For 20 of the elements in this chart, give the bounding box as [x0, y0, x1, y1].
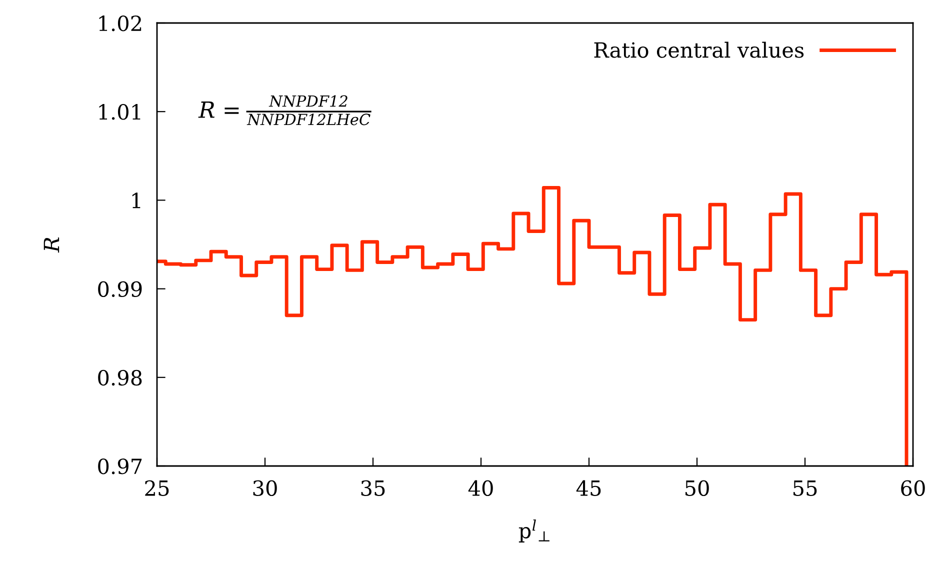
y-tick-label: 0.99 — [98, 281, 142, 298]
x-tick-label: 55 — [794, 480, 817, 496]
x-tick-label: 45 — [576, 480, 601, 496]
x-tick-label: 50 — [686, 480, 709, 496]
annotation: R = — [198, 102, 239, 118]
x-axis-title: p$^{l}$$_{⊥}$ — [518, 519, 550, 542]
y-tick-label: 0.97 — [98, 458, 142, 474]
annotation: NNPDF12LHeC — [246, 114, 370, 126]
annotation: NNPDF12 — [268, 95, 348, 107]
y-tick-label: 1 — [132, 192, 140, 208]
legend-label: Ratio central values — [594, 42, 804, 58]
x-tick-label: 30 — [253, 480, 277, 496]
x-tick-label: 60 — [901, 480, 925, 496]
y-tick-label: 0.98 — [98, 370, 142, 386]
x-tick-label: 35 — [361, 480, 385, 496]
y-axis-title: R — [44, 237, 60, 253]
x-tick-label: 25 — [145, 480, 169, 496]
y-tick-label: 1.02 — [99, 15, 142, 32]
y-tick-label: 1.01 — [99, 104, 140, 120]
x-tick-label: 40 — [468, 480, 493, 496]
